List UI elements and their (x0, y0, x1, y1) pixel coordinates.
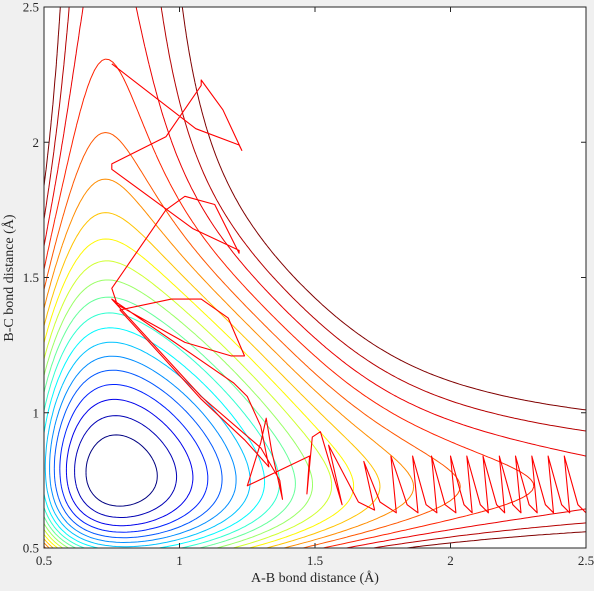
contour-level (59, 384, 209, 533)
contour-level (44, 260, 333, 548)
y-tick-label: 1 (33, 405, 40, 420)
y-tick-label: 1.5 (23, 270, 39, 285)
trajectory-line (111, 63, 586, 514)
contour-level (74, 415, 178, 518)
y-axis-label: B-C bond distance (Å) (1, 214, 17, 341)
contour-level (44, 132, 461, 548)
plot-area (44, 7, 586, 548)
contour-level (44, 238, 355, 548)
y-tick-label: 0.5 (23, 541, 39, 556)
contour-level (53, 369, 223, 539)
contour-level (44, 279, 313, 548)
y-tick-label: 2.5 (23, 0, 39, 15)
trajectory-layer (111, 63, 586, 514)
axis-ticks: 0.5 1 1.5 2 2.5 0.5 1 1.5 2 2.5 (23, 0, 594, 568)
x-tick-label: 2 (447, 553, 454, 568)
y-tick-label: 2 (33, 135, 40, 150)
x-axis-label: A-B bond distance (Å) (251, 570, 379, 586)
x-tick-label: 1 (176, 553, 183, 568)
contour-level (44, 212, 381, 548)
contour-level (44, 327, 266, 548)
contour-level (44, 296, 296, 548)
contour-level (49, 355, 237, 543)
contour-level (85, 434, 158, 507)
x-tick-label: 1.5 (307, 553, 323, 568)
x-tick-label: 2.5 (578, 553, 594, 568)
x-tick-label: 0.5 (36, 553, 52, 568)
contour-level (44, 312, 280, 548)
contour-level (65, 398, 194, 527)
